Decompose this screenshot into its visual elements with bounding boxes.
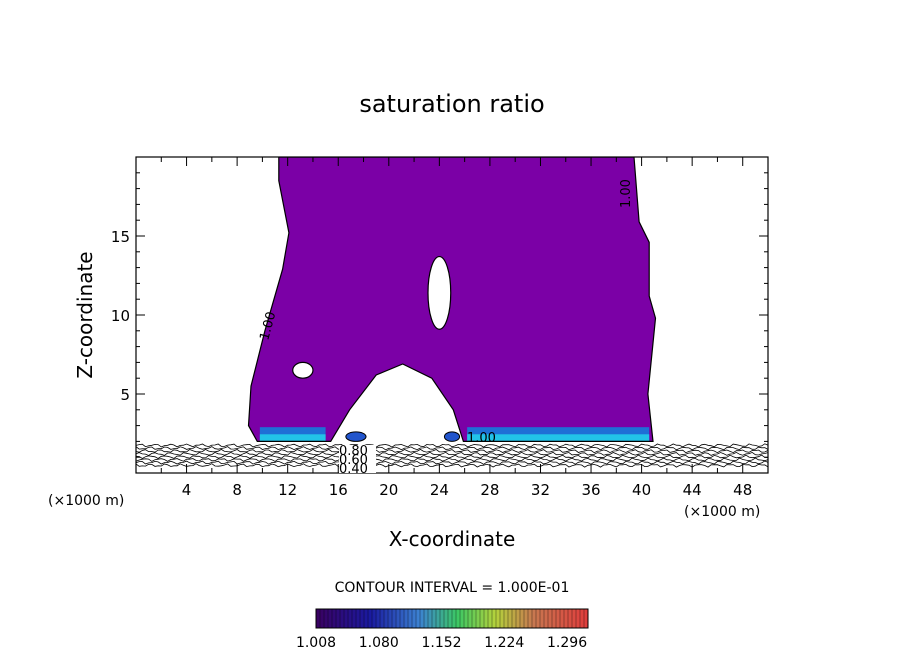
contour-line (136, 454, 768, 459)
x-tick-label: 48 (733, 481, 752, 499)
cloud-base-band-core (467, 434, 650, 442)
patch (443, 431, 461, 442)
y-axis-label: Z-coordinate (73, 251, 97, 378)
cloud-base-band-core (259, 434, 326, 442)
x-tick-label: 20 (379, 481, 398, 499)
contour-label: 1.00 (619, 179, 634, 208)
contour-line (136, 448, 768, 454)
contour-line (136, 451, 768, 456)
x-tick-label: 36 (581, 481, 600, 499)
chart-title: saturation ratio (359, 90, 544, 118)
band-highlights (259, 427, 650, 442)
supersaturated-fill (248, 157, 656, 442)
contour-line (136, 460, 768, 465)
contour-line (136, 457, 768, 462)
y-tick-label: 5 (120, 386, 130, 404)
y-tick-label: 10 (111, 307, 130, 325)
contour-label: 0.80 (339, 444, 368, 459)
colorbar-tick-label: 1.152 (421, 635, 461, 651)
contour-1-00 (247, 157, 657, 442)
contour-line (136, 446, 768, 451)
colorbar: 1.008 1.080 1.152 1.224 1.296 (296, 608, 589, 651)
x-axis-label: X-coordinate (389, 527, 516, 551)
y-axis: 5 10 15 (111, 172, 768, 458)
small-patches (345, 431, 461, 442)
x-tick-label: 12 (278, 481, 297, 499)
x-tick-label: 44 (683, 481, 702, 499)
colorbar-tick-label: 1.224 (484, 635, 524, 651)
contour-label: 1.00 (257, 310, 279, 342)
contour-line (136, 443, 768, 448)
low-contour-labels: 0.80 0.60 0.40 (339, 444, 376, 477)
colorbar-tick-label: 1.008 (296, 635, 336, 651)
x-tick-label: 32 (531, 481, 550, 499)
x-tick-label: 40 (632, 481, 651, 499)
y-tick-label: 15 (111, 228, 130, 246)
x-axis: 4 8 12 16 20 24 28 32 36 40 44 48 (160, 157, 752, 499)
contour-label: 0.40 (339, 462, 368, 477)
contour-label: 0.60 (339, 453, 368, 468)
colorbar-tick-label: 1.296 (547, 635, 587, 651)
x-unit-label-right: (×1000 m) (684, 504, 760, 520)
subsaturated-contours (136, 443, 768, 468)
colorbar-tick-label: 1.080 (359, 635, 399, 651)
x-tick-label: 4 (182, 481, 192, 499)
contour-interval-label: CONTOUR INTERVAL = 1.000E-01 (335, 580, 570, 596)
colorbar-ticks: 1.008 1.080 1.152 1.224 1.296 (296, 635, 587, 651)
x-tick-label: 16 (329, 481, 348, 499)
patch (345, 431, 367, 442)
contour-line (136, 463, 768, 468)
x-tick-label: 28 (480, 481, 499, 499)
contour-label: 1.00 (467, 431, 496, 446)
x-tick-label: 8 (232, 481, 242, 499)
colorbar-stripes (319, 609, 585, 628)
x-unit-label-left: (×1000 m) (48, 493, 124, 509)
x-tick-label: 24 (430, 481, 449, 499)
